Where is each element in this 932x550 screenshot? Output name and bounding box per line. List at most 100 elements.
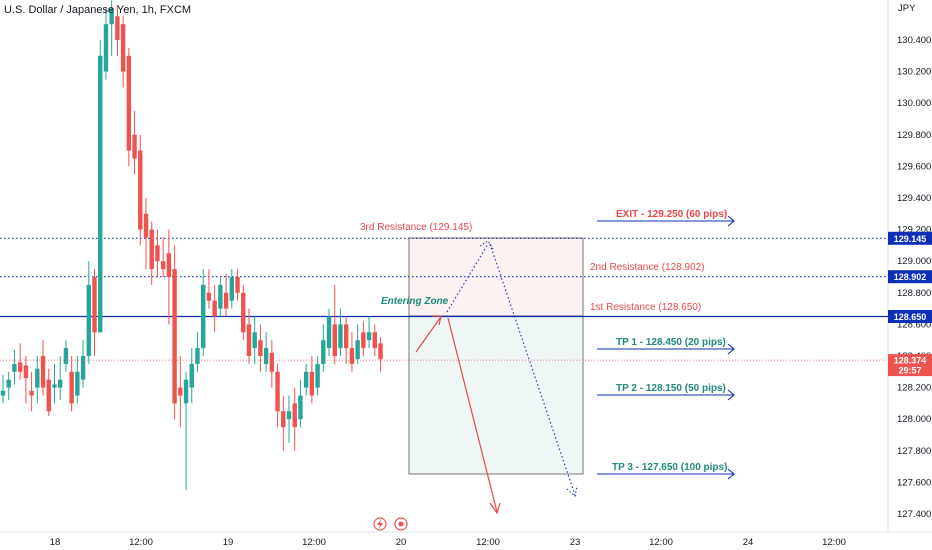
candle [366,316,372,349]
resistance-3-label: 3rd Resistance (129.145) [360,222,472,233]
candle [155,229,160,277]
drop-arrow-head [489,502,501,515]
price-tick-11: 128.200 [897,383,931,394]
candle [298,379,303,428]
candle [252,316,257,364]
candle [349,332,355,372]
candle [344,316,349,364]
candle [143,198,149,270]
candle [361,321,366,356]
price-tick-5: 129.400 [897,193,931,204]
time-tick-9: 12:00 [822,537,846,548]
time-tick-0: 18 [50,537,61,548]
time-tick-2: 19 [223,537,234,548]
level-badge-r2 [888,270,932,284]
entering-zone-label: Entering Zone [381,296,449,307]
candle [75,356,80,404]
candle [126,47,132,167]
candle [103,8,109,80]
time-tick-3: 12:00 [302,537,326,548]
time-tick-1: 12:00 [129,537,153,548]
candle [275,363,280,428]
level-lines [0,237,888,318]
time-tick-8: 24 [743,537,754,548]
candle [195,332,200,372]
time-tick-7: 12:00 [649,537,673,548]
candle [315,356,320,396]
candle [241,284,246,341]
candle [183,371,189,491]
candle [263,332,269,372]
candle [355,324,360,364]
price-tick-9: 128.600 [897,319,931,330]
candle [29,371,34,412]
rise-path [446,243,489,313]
candle [166,229,172,325]
entry-arrow [415,317,441,353]
candle [281,395,286,451]
candle [378,337,383,372]
lightning-icon[interactable] [373,517,387,531]
level-badge-r1 [888,310,932,323]
candle [332,284,337,364]
candle [35,356,40,404]
drop-arrow [447,317,498,513]
entry-arrow-head [432,315,442,326]
price-tick-8: 128.800 [897,288,931,299]
candle [201,269,206,356]
candle [69,356,74,412]
tp3-label: TP 3 - 127.650 (100 pips) [612,462,727,473]
level-badge-text-r2: 128.902 [894,272,927,282]
tp2-label: TP 2 - 128.150 (50 pips) [616,383,726,394]
candle [258,324,263,372]
candle [98,40,103,333]
candles [0,0,383,491]
candle [6,371,11,401]
tp1-label: TP 1 - 128.450 (20 pips) [616,337,726,348]
candle [115,5,120,56]
price-tick-2: 130.000 [897,98,931,109]
time-tick-5: 12:00 [476,537,500,548]
candle [40,340,46,396]
candle [303,363,309,396]
price-tick-13: 127.800 [897,446,931,457]
candle [63,340,69,372]
candle [309,356,315,404]
record-icon[interactable] [394,517,408,531]
candle [52,363,57,404]
fall-path-head [566,485,578,497]
candle [149,221,154,285]
price-tick-12: 128.000 [897,414,931,425]
target-arrows [597,215,735,480]
resistance-2-label: 2nd Resistance (128.902) [590,262,705,273]
price-tick-6: 129.200 [897,225,931,236]
candle [235,269,240,301]
currency-label: JPY [898,3,916,14]
candle [80,340,86,388]
candle [292,387,297,451]
price-tick-4: 129.600 [897,161,931,172]
price-tick-3: 129.800 [897,130,931,141]
candle [160,237,166,277]
candle [178,356,183,428]
price-tick-1: 130.200 [897,67,931,78]
fall-path [489,243,576,496]
candle [17,343,23,380]
candle [86,261,91,364]
time-axis-ticks: 18 12:00 19 12:00 20 12:00 23 12:00 24 12:00 [50,537,846,548]
candle [229,269,234,309]
last-price-badge [888,354,932,377]
candle [92,269,97,356]
candle [246,308,252,364]
candle [138,134,143,246]
price-tick-7: 129.000 [897,256,931,267]
last-price-text: 128.374 [894,356,927,366]
candle [12,349,17,385]
candle [206,269,212,309]
candle [172,245,177,420]
candle [120,16,126,88]
price-tick-15: 127.400 [897,509,931,520]
candle [0,374,6,404]
